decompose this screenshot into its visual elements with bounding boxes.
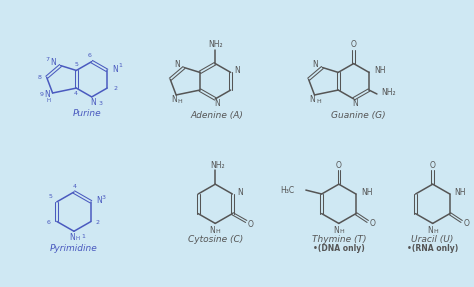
Text: Thymine (T): Thymine (T) (311, 234, 366, 244)
Text: O: O (464, 219, 470, 228)
Text: N: N (112, 65, 118, 74)
Text: •(DNA only): •(DNA only) (313, 245, 365, 253)
Text: 7: 7 (46, 57, 50, 62)
Text: N: N (313, 60, 319, 69)
Text: Pyrimidine: Pyrimidine (50, 245, 98, 253)
Text: 1: 1 (118, 63, 122, 68)
Text: 3: 3 (99, 101, 103, 106)
Text: H: H (216, 229, 220, 234)
Text: Uracil (U): Uracil (U) (411, 234, 454, 244)
Text: N: N (90, 98, 96, 107)
Text: 6: 6 (88, 53, 91, 58)
Text: 8: 8 (38, 75, 42, 80)
Text: N: N (427, 226, 433, 235)
Text: O: O (351, 40, 356, 49)
Text: N: N (333, 226, 339, 235)
Text: 3: 3 (102, 195, 106, 200)
Text: N: N (235, 66, 240, 75)
Text: NH₂: NH₂ (208, 40, 223, 49)
Text: N: N (44, 90, 50, 100)
Text: N: N (237, 187, 243, 197)
Text: N: N (50, 58, 55, 67)
Text: NH₂: NH₂ (381, 88, 395, 98)
Text: 5: 5 (49, 195, 53, 199)
Text: N: N (174, 60, 180, 69)
Text: NH: NH (455, 187, 466, 197)
Text: Guanine (G): Guanine (G) (331, 111, 386, 120)
Text: H: H (76, 236, 80, 241)
Text: H: H (433, 229, 438, 234)
Text: 1: 1 (81, 234, 85, 239)
Text: H₃C: H₃C (280, 186, 294, 195)
Text: N: N (214, 99, 220, 108)
Text: 5: 5 (74, 62, 78, 67)
Text: O: O (247, 220, 253, 229)
Text: Cytosine (C): Cytosine (C) (188, 234, 243, 244)
Text: H: H (339, 229, 344, 234)
Text: NH: NH (361, 187, 373, 197)
Text: 4: 4 (73, 92, 77, 96)
Text: Purine: Purine (73, 109, 101, 118)
Text: 2: 2 (96, 220, 100, 225)
Text: O: O (430, 161, 436, 170)
Text: N: N (69, 233, 75, 242)
Text: NH₂: NH₂ (210, 161, 225, 170)
Text: N: N (210, 226, 215, 235)
Text: N: N (96, 196, 102, 205)
Text: O: O (336, 161, 342, 170)
Text: NH: NH (374, 66, 385, 75)
Text: N: N (171, 95, 177, 104)
Text: Adenine (A): Adenine (A) (191, 111, 244, 120)
Text: O: O (370, 219, 376, 228)
Text: H: H (178, 99, 182, 104)
Text: H: H (46, 98, 51, 103)
Text: N: N (310, 95, 315, 104)
Text: 9: 9 (40, 92, 44, 98)
Text: 4: 4 (73, 184, 77, 189)
Text: •(RNA only): •(RNA only) (407, 245, 458, 253)
Text: 6: 6 (47, 220, 51, 225)
Text: N: N (353, 99, 358, 108)
Text: H: H (316, 99, 321, 104)
Text: 2: 2 (113, 86, 117, 91)
